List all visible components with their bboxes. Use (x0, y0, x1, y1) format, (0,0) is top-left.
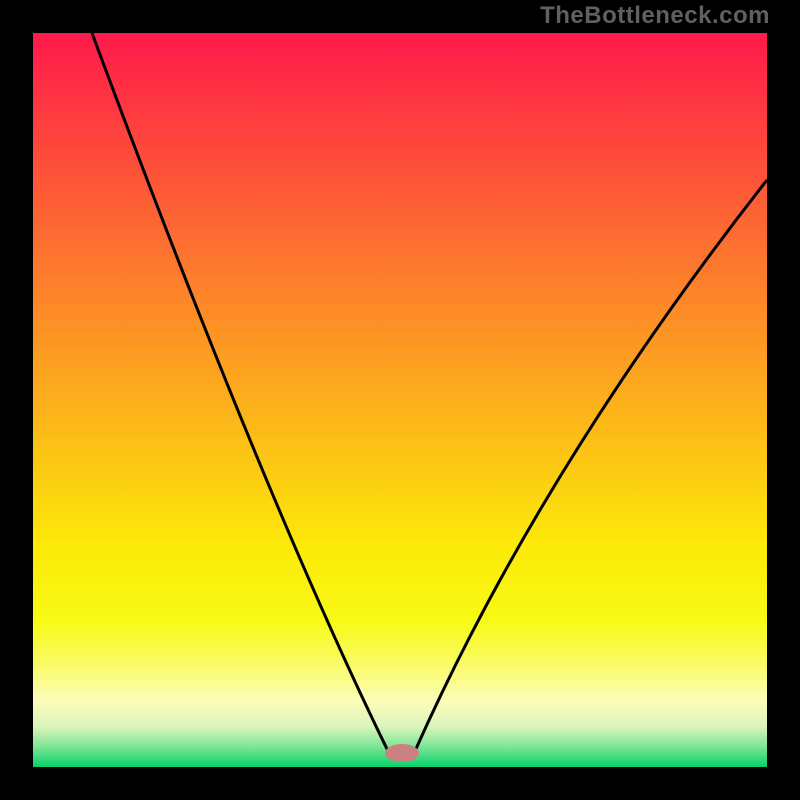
watermark: TheBottleneck.com (540, 2, 770, 30)
curve-left (92, 33, 388, 751)
curve-right (415, 180, 767, 751)
bottleneck-marker (385, 744, 419, 762)
curves-layer (0, 0, 800, 800)
